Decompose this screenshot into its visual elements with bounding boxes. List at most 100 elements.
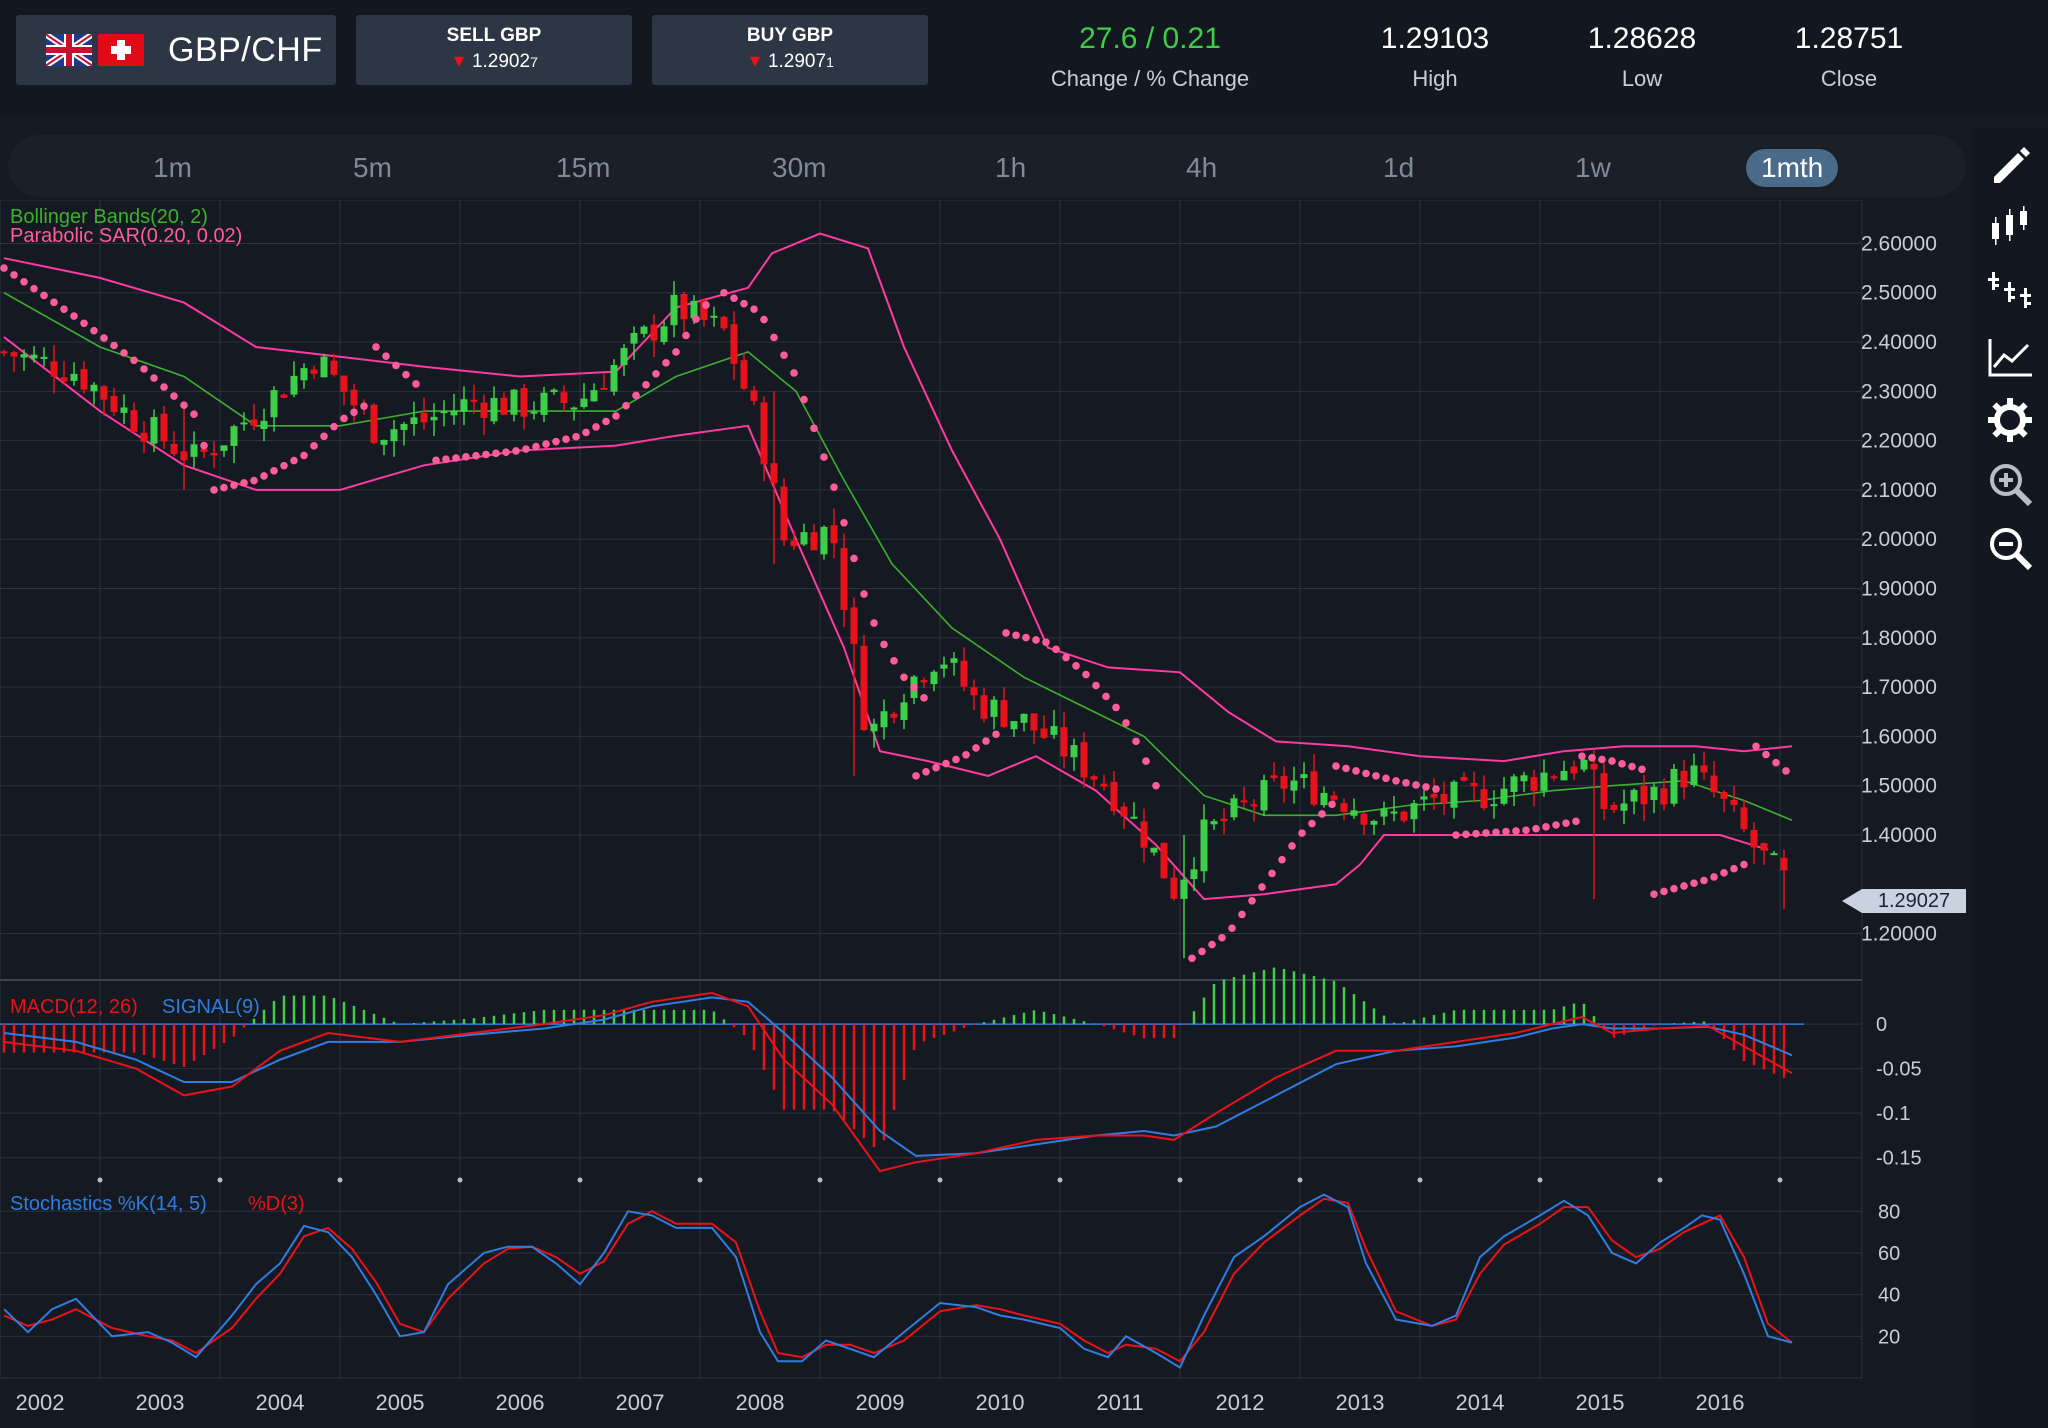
pane-marker	[217, 1177, 223, 1183]
candle-body	[1410, 803, 1418, 820]
sar-dot	[502, 448, 510, 456]
sar-dot	[532, 442, 540, 451]
sar-dot	[1782, 767, 1790, 775]
candle-body	[1100, 783, 1108, 787]
zoom-out-icon[interactable]	[1986, 524, 2034, 572]
swiss-flag-icon	[98, 34, 144, 66]
price-tick-label: 2.20000	[1861, 430, 1937, 453]
candle-body	[480, 402, 488, 418]
bollinger-middle-line	[3, 292, 1793, 821]
candle-body	[1490, 804, 1498, 807]
bollinger-lower-line	[3, 336, 1769, 901]
timeframe-1w[interactable]: 1w	[1575, 152, 1611, 183]
pencil-icon[interactable]	[1986, 141, 2034, 189]
sar-dot	[1552, 821, 1560, 829]
candle-body	[10, 352, 18, 357]
timeframe-30m[interactable]: 30m	[772, 152, 827, 183]
candle-body	[820, 526, 828, 555]
x-tick-label: 2004	[256, 1390, 305, 1415]
candle-body	[850, 607, 858, 644]
timeframe-15m[interactable]: 15m	[556, 152, 611, 183]
candle-body	[600, 387, 608, 390]
sar-dot	[1342, 764, 1350, 773]
timeframe-5m[interactable]: 5m	[353, 152, 392, 183]
sar-dot	[662, 359, 670, 367]
parabolic-sar	[0, 264, 1790, 963]
candle-body	[730, 324, 738, 364]
sar-dot	[1328, 800, 1336, 809]
sar-dot	[350, 408, 358, 417]
candle-body	[370, 404, 378, 443]
candle-body	[1680, 770, 1688, 788]
sar-dot	[442, 455, 450, 463]
candle-body	[220, 445, 228, 451]
sar-dot	[1638, 765, 1646, 774]
timeframe-1m[interactable]: 1m	[153, 152, 192, 183]
price-tick-label: 2.00000	[1861, 528, 1937, 551]
zoom-in-icon[interactable]	[1986, 460, 2034, 508]
pane-marker	[457, 1177, 463, 1183]
macd-lines	[3, 991, 1793, 1173]
pane-marker	[1537, 1177, 1543, 1183]
timeframe-4h[interactable]: 4h	[1186, 152, 1218, 183]
sar-dot	[160, 383, 168, 391]
candle-body	[1230, 798, 1238, 818]
timeframe-1mth[interactable]: 1mth	[1746, 149, 1839, 187]
candle-body	[90, 384, 98, 392]
sar-dot	[80, 319, 88, 328]
candle-body	[440, 411, 448, 414]
sar-dot	[1402, 779, 1410, 787]
low-stat: 1.28628 Low	[1567, 22, 1717, 92]
price-tick-label: 2.30000	[1861, 380, 1937, 403]
sar-dot	[170, 392, 178, 400]
sar-dot	[190, 410, 198, 418]
sar-dot	[1618, 760, 1626, 768]
candle-body	[1380, 808, 1388, 817]
sar-dot	[962, 750, 970, 759]
sar-dot	[632, 391, 640, 400]
sar-dot	[1288, 842, 1296, 850]
candle-body	[150, 417, 158, 444]
candlestick-icon[interactable]	[1986, 203, 2034, 251]
down-arrow-icon: ▼	[450, 51, 468, 71]
sar-dot	[290, 456, 298, 465]
candle-body	[1590, 763, 1598, 770]
timeframe-1d[interactable]: 1d	[1383, 152, 1415, 183]
timeframe-bar: 1m 5m 15m 30m 1h 4h 1d 1w 1mth	[8, 135, 1966, 197]
currency-pair-selector[interactable]: GBP/CHF	[16, 15, 336, 85]
sar-dot	[1032, 636, 1040, 644]
sell-button[interactable]: SELL GBP ▼ 1.29027	[356, 15, 632, 85]
sar-dot	[1472, 829, 1480, 838]
candle-body	[340, 375, 348, 393]
bollinger-bands	[3, 232, 1793, 901]
indicator-icon[interactable]	[1986, 268, 2034, 316]
candle-body	[120, 407, 128, 413]
price-chart[interactable]: 2.60000 2.50000 2.40000 2.30000 2.20000 2.100…	[0, 200, 1972, 1428]
sar-dot	[10, 271, 18, 279]
sar-dot	[1278, 855, 1286, 864]
current-price-tag: 1.29027	[1842, 889, 1966, 913]
candle-body	[1420, 796, 1428, 800]
sar-dot	[1102, 692, 1110, 701]
sar-dot	[572, 432, 580, 441]
line-chart-icon[interactable]	[1986, 333, 2034, 381]
candle-body	[200, 449, 208, 452]
sar-dot	[1318, 810, 1326, 818]
gear-icon[interactable]	[1986, 396, 2034, 444]
close-label: Close	[1820, 66, 1878, 91]
sar-dot	[1710, 873, 1718, 881]
buy-label: BUY GBP	[746, 25, 834, 46]
candle-body	[1510, 776, 1518, 793]
sar-dot	[770, 333, 778, 342]
timeframe-1h[interactable]: 1h	[995, 152, 1027, 183]
candle-body	[1190, 869, 1198, 880]
close-stat: 1.28751 Close	[1774, 22, 1924, 92]
candle-body	[680, 294, 688, 320]
candle-body	[1140, 821, 1148, 848]
sar-dot	[652, 370, 660, 378]
candle-body	[350, 389, 358, 406]
buy-button[interactable]: BUY GBP ▼ 1.29071	[652, 15, 928, 85]
bollinger-legend: Bollinger Bands(20, 2)	[10, 206, 208, 228]
candle-body	[490, 397, 498, 422]
sar-dot	[1352, 767, 1360, 775]
